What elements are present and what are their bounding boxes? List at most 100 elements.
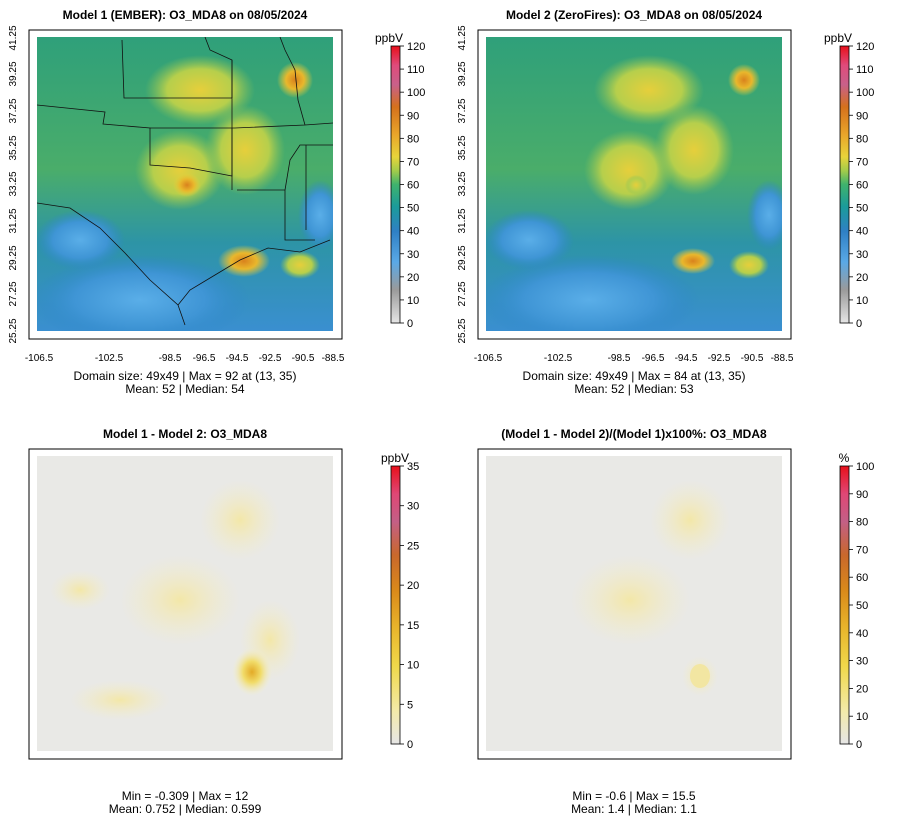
y-tick-label: 31.25 bbox=[457, 208, 468, 233]
colorbar-tick-label: 110 bbox=[856, 64, 874, 76]
colorbar-tick-label: 0 bbox=[856, 739, 862, 751]
y-tick-label: 41.25 bbox=[457, 25, 468, 50]
colorbar-tick-label: 10 bbox=[856, 295, 868, 307]
colorbar-tick-label: 30 bbox=[407, 501, 419, 513]
x-tick-label: -94.5 bbox=[226, 353, 249, 364]
y-axis: 25.25 27.25 29.25 31.25 33.25 35.25 37.2… bbox=[8, 25, 19, 343]
colorbar-tick-label: 120 bbox=[407, 41, 425, 53]
colorbar-tick-label: 60 bbox=[856, 572, 868, 584]
colorbar-tick-label: 70 bbox=[856, 156, 868, 168]
field-map bbox=[486, 456, 782, 751]
colorbar-tick-label: 0 bbox=[407, 739, 413, 751]
y-tick-label: 35.25 bbox=[457, 135, 468, 160]
plot-frame bbox=[477, 448, 792, 760]
colorbar-tick-label: 60 bbox=[407, 180, 419, 192]
colorbar-tick-label: 40 bbox=[856, 628, 868, 640]
stats-line: Mean: 52 | Median: 54 bbox=[125, 382, 245, 396]
panel-model1: Model 1 (EMBER): O3_MDA8 on 08/05/2024 bbox=[8, 8, 425, 396]
colorbar-tick-label: 50 bbox=[407, 203, 419, 215]
x-tick-label: -106.5 bbox=[25, 353, 54, 364]
colorbar-tick-label: 30 bbox=[856, 249, 868, 261]
x-tick-label: -92.5 bbox=[708, 353, 731, 364]
colorbar: ppbV 0 5 10 15 20 25 30 35 bbox=[381, 451, 419, 751]
state-borders bbox=[37, 37, 333, 326]
y-tick-label: 39.25 bbox=[8, 61, 19, 86]
y-tick-label: 37.25 bbox=[457, 98, 468, 123]
panel-title: (Model 1 - Model 2)/(Model 1)x100%: O3_M… bbox=[501, 427, 767, 441]
colorbar-ramp bbox=[839, 45, 850, 324]
colorbar-tick-label: 90 bbox=[856, 110, 868, 122]
x-tick-label: -88.5 bbox=[771, 353, 794, 364]
colorbar-ramp bbox=[390, 465, 401, 745]
y-tick-label: 35.25 bbox=[8, 135, 19, 160]
colorbar-tick-label: 50 bbox=[856, 600, 868, 612]
colorbar-tick-label: 15 bbox=[407, 620, 419, 632]
y-tick-label: 27.25 bbox=[8, 281, 19, 306]
colorbar-tick-label: 80 bbox=[856, 133, 868, 145]
colorbar-ticks: 0 5 10 15 20 25 30 35 bbox=[400, 461, 419, 751]
colorbar-tick-label: 20 bbox=[856, 683, 868, 695]
y-tick-label: 39.25 bbox=[457, 61, 468, 86]
colorbar-tick-label: 20 bbox=[407, 580, 419, 592]
y-tick-label: 25.25 bbox=[457, 318, 468, 343]
plot-frame bbox=[28, 29, 343, 340]
panel-title: Model 1 - Model 2: O3_MDA8 bbox=[103, 427, 267, 441]
y-tick-label: 33.25 bbox=[457, 171, 468, 196]
x-tick-label: -96.5 bbox=[642, 353, 665, 364]
x-tick-label: -106.5 bbox=[474, 353, 503, 364]
colorbar-tick-label: 40 bbox=[407, 226, 419, 238]
colorbar-tick-label: 20 bbox=[407, 272, 419, 284]
colorbar-ramp bbox=[390, 45, 401, 324]
x-axis: -106.5 -102.5 -98.5 -96.5 -94.5 -92.5 -9… bbox=[25, 353, 345, 364]
colorbar-ticks: 0 10 20 30 40 50 60 70 80 90 100 bbox=[849, 461, 874, 751]
x-tick-label: -90.5 bbox=[741, 353, 764, 364]
panel-title: Model 1 (EMBER): O3_MDA8 on 08/05/2024 bbox=[63, 8, 308, 22]
colorbar-ticks: 0 10 20 30 40 50 60 70 80 90 100 110 120 bbox=[400, 41, 425, 330]
panel-title: Model 2 (ZeroFires): O3_MDA8 on 08/05/20… bbox=[506, 8, 762, 22]
field-map bbox=[37, 37, 333, 331]
colorbar-tick-label: 80 bbox=[407, 133, 419, 145]
x-tick-label: -88.5 bbox=[322, 353, 345, 364]
stats-line: Mean: 52 | Median: 53 bbox=[574, 382, 694, 396]
colorbar-tick-label: 70 bbox=[407, 156, 419, 168]
colorbar-tick-label: 70 bbox=[856, 544, 868, 556]
y-axis: 25.25 27.25 29.25 31.25 33.25 35.25 37.2… bbox=[457, 25, 468, 343]
x-tick-label: -94.5 bbox=[675, 353, 698, 364]
colorbar-tick-label: 90 bbox=[407, 110, 419, 122]
plot-frame bbox=[28, 448, 343, 760]
colorbar: ppbV 0 10 20 30 40 50 60 70 80 90 100 110 120 bbox=[375, 31, 425, 330]
y-tick-label: 31.25 bbox=[8, 208, 19, 233]
x-tick-label: -102.5 bbox=[544, 353, 573, 364]
colorbar-tick-label: 30 bbox=[407, 249, 419, 261]
colorbar-tick-label: 60 bbox=[856, 180, 868, 192]
x-tick-label: -102.5 bbox=[95, 353, 124, 364]
colorbar-tick-label: 90 bbox=[856, 489, 868, 501]
colorbar-ticks: 0 10 20 30 40 50 60 70 80 90 100 110 120 bbox=[849, 41, 874, 330]
colorbar-tick-label: 0 bbox=[407, 318, 413, 330]
colorbar-tick-label: 35 bbox=[407, 461, 419, 473]
colorbar-title: ppbV bbox=[375, 31, 403, 45]
stats-line: Min = -0.6 | Max = 15.5 bbox=[572, 789, 696, 803]
colorbar-tick-label: 5 bbox=[407, 699, 413, 711]
stats-line: Domain size: 49x49 | Max = 84 at (13, 35… bbox=[523, 369, 746, 383]
colorbar-tick-label: 10 bbox=[407, 660, 419, 672]
x-tick-label: -96.5 bbox=[193, 353, 216, 364]
colorbar-tick-label: 0 bbox=[856, 318, 862, 330]
y-tick-label: 37.25 bbox=[8, 98, 19, 123]
y-tick-label: 29.25 bbox=[457, 245, 468, 270]
y-tick-label: 33.25 bbox=[8, 171, 19, 196]
field-map bbox=[37, 456, 333, 751]
colorbar-tick-label: 30 bbox=[856, 656, 868, 668]
x-tick-label: -92.5 bbox=[259, 353, 282, 364]
colorbar-tick-label: 100 bbox=[856, 461, 874, 473]
colorbar-tick-label: 120 bbox=[856, 41, 874, 53]
stats-line: Min = -0.309 | Max = 12 bbox=[122, 789, 249, 803]
field-map bbox=[486, 37, 782, 331]
stats-line: Mean: 0.752 | Median: 0.599 bbox=[109, 802, 262, 816]
x-tick-label: -98.5 bbox=[608, 353, 631, 364]
colorbar-tick-label: 10 bbox=[856, 711, 868, 723]
x-tick-label: -98.5 bbox=[159, 353, 182, 364]
colorbar-title: ppbV bbox=[381, 451, 409, 465]
colorbar-tick-label: 80 bbox=[856, 517, 868, 529]
